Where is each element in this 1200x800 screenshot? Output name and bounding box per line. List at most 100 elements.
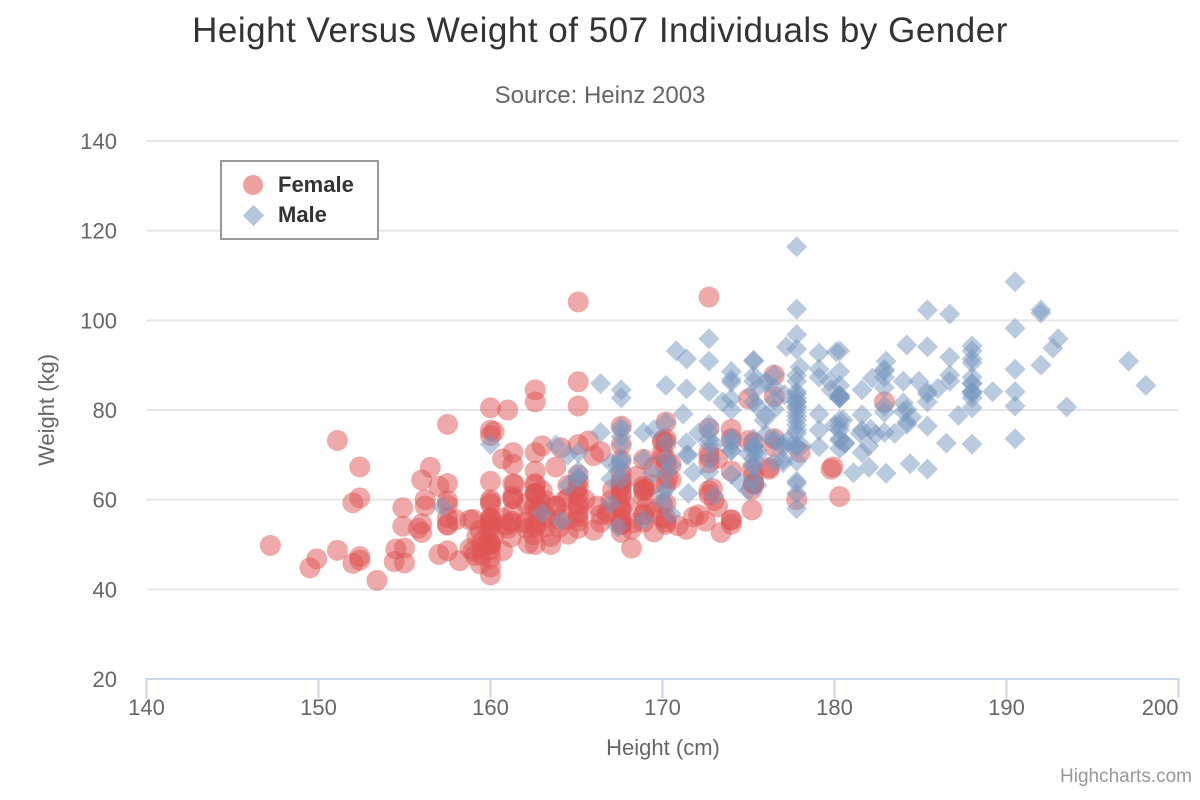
scatter-point-male[interactable] [829,429,851,451]
scatter-point-male[interactable] [873,377,895,399]
scatter-point-male[interactable] [590,421,612,443]
scatter-point-female[interactable] [676,518,698,540]
scatter-point-female[interactable] [567,371,589,393]
scatter-point-female[interactable] [459,538,481,560]
scatter-point-female[interactable] [366,569,388,591]
scatter-point-female[interactable] [349,487,371,509]
scatter-point-female[interactable] [480,489,501,511]
scatter-point-female[interactable] [590,441,612,463]
scatter-point-male[interactable] [665,340,687,362]
scatter-point-female[interactable] [259,534,281,556]
scatter-point-male[interactable] [875,350,897,372]
scatter-point-male[interactable] [961,433,983,455]
scatter-point-female[interactable] [502,442,524,464]
scatter-point-male[interactable] [935,432,957,454]
scatter-point-male[interactable] [743,370,765,392]
scatter-point-male[interactable] [896,399,918,421]
scatter-point-male[interactable] [676,378,698,400]
scatter-point-male[interactable] [763,389,785,411]
scatter-point-male[interactable] [842,462,864,484]
scatter-point-female[interactable] [349,546,371,568]
scatter-point-male[interactable] [729,471,751,493]
scatter-point-female[interactable] [524,482,546,504]
scatter-point-male[interactable] [655,432,677,454]
scatter-point-female[interactable] [720,509,742,531]
scatter-point-male[interactable] [896,411,918,433]
scatter-point-female[interactable] [437,540,458,562]
scatter-point-male[interactable] [786,381,808,403]
scatter-point-male[interactable] [873,421,895,443]
scatter-point-male[interactable] [698,328,720,350]
scatter-point-male[interactable] [1135,374,1157,396]
scatter-point-male[interactable] [786,482,808,504]
scatter-point-male[interactable] [698,350,720,372]
scatter-point-male[interactable] [431,496,453,518]
scatter-point-female[interactable] [829,486,851,508]
scatter-point-female[interactable] [567,395,589,417]
scatter-point-female[interactable] [394,537,415,559]
scatter-point-male[interactable] [677,482,699,504]
scatter-point-male[interactable] [947,404,969,426]
scatter-point-male[interactable] [1118,350,1140,372]
scatter-point-female[interactable] [437,413,458,435]
scatter-point-male[interactable] [961,387,983,409]
scatter-point-female[interactable] [411,469,433,491]
scatter-point-male[interactable] [720,388,742,410]
scatter-point-female[interactable] [480,564,501,586]
scatter-point-male[interactable] [1004,381,1026,403]
scatter-point-male[interactable] [808,436,830,458]
scatter-point-female[interactable] [437,513,458,535]
scatter-point-male[interactable] [899,453,921,475]
highcharts-credits-link[interactable]: Highcharts.com [1060,766,1192,787]
scatter-point-female[interactable] [437,473,458,495]
scatter-point-male[interactable] [916,458,938,480]
scatter-point-male[interactable] [633,509,655,531]
scatter-point-female[interactable] [590,511,612,533]
scatter-point-male[interactable] [763,451,785,473]
scatter-point-male[interactable] [698,434,720,456]
scatter-point-male[interactable] [660,503,682,525]
scatter-point-female[interactable] [502,485,524,507]
scatter-point-male[interactable] [829,360,851,382]
scatter-point-male[interactable] [916,336,938,358]
scatter-point-male[interactable] [763,364,785,386]
scatter-point-male[interactable] [851,442,873,464]
scatter-point-male[interactable] [982,381,1004,403]
scatter-point-male[interactable] [786,364,808,386]
scatter-point-male[interactable] [743,349,765,371]
scatter-point-male[interactable] [720,399,742,421]
scatter-point-male[interactable] [676,444,698,466]
scatter-point-female[interactable] [411,513,433,535]
scatter-point-male[interactable] [939,370,961,392]
scatter-point-male[interactable] [892,370,914,392]
scatter-point-male[interactable] [550,510,572,532]
scatter-point-male[interactable] [786,236,808,258]
scatter-point-male[interactable] [743,391,765,413]
scatter-point-male[interactable] [1047,328,1069,350]
scatter-point-female[interactable] [633,475,655,497]
scatter-point-male[interactable] [600,493,622,515]
scatter-point-female[interactable] [524,391,546,413]
scatter-point-male[interactable] [1004,428,1026,450]
scatter-point-male[interactable] [961,335,983,357]
scatter-point-male[interactable] [873,401,895,423]
scatter-point-male[interactable] [743,456,765,478]
scatter-point-male[interactable] [851,379,873,401]
scatter-point-female[interactable] [326,429,348,451]
scatter-point-male[interactable] [743,440,765,462]
scatter-point-male[interactable] [916,383,938,405]
scatter-point-male[interactable] [720,440,742,462]
scatter-point-male[interactable] [720,360,742,382]
scatter-point-male[interactable] [672,403,694,425]
scatter-point-male[interactable] [1030,354,1052,376]
scatter-point-female[interactable] [524,534,546,556]
scatter-point-male[interactable] [916,299,938,321]
scatter-point-female[interactable] [326,539,348,561]
scatter-point-male[interactable] [961,373,983,395]
scatter-point-male[interactable] [698,413,720,435]
scatter-point-male[interactable] [480,434,501,456]
scatter-point-male[interactable] [590,373,612,395]
scatter-point-female[interactable] [480,419,501,441]
scatter-point-female[interactable] [480,397,501,419]
scatter-point-female[interactable] [414,489,436,511]
